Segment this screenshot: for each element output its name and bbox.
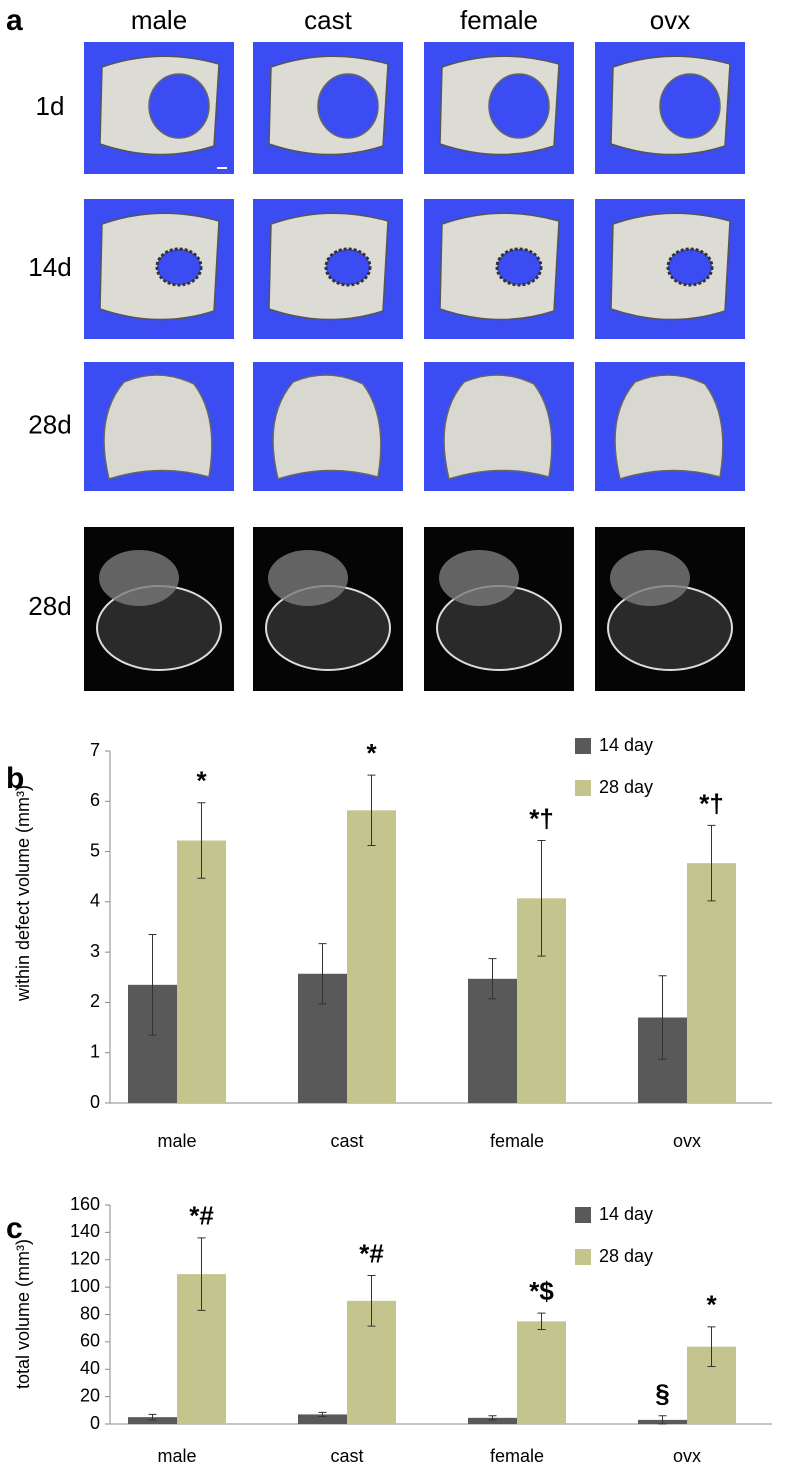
y-tick-label: 2 bbox=[90, 991, 100, 1011]
y-tick-label: 100 bbox=[70, 1276, 100, 1296]
legend-swatch bbox=[575, 1207, 591, 1223]
x-tick-label: cast bbox=[330, 1131, 363, 1151]
y-tick-label: 5 bbox=[90, 840, 100, 860]
annotation: *$ bbox=[529, 1276, 554, 1306]
defect bbox=[659, 73, 721, 139]
y-tick-label: 20 bbox=[80, 1385, 100, 1405]
ct-bone bbox=[610, 550, 690, 606]
legend-label: 14 day bbox=[599, 1204, 653, 1224]
row-label: 28d bbox=[28, 409, 71, 439]
y-tick-label: 1 bbox=[90, 1041, 100, 1061]
bar bbox=[298, 1414, 347, 1424]
legend-label: 28 day bbox=[599, 1246, 653, 1266]
bone bbox=[614, 374, 724, 480]
x-tick-label: female bbox=[490, 1446, 544, 1466]
y-tick-label: 6 bbox=[90, 790, 100, 810]
panel-label: a bbox=[6, 4, 23, 37]
legend-swatch bbox=[575, 780, 591, 796]
defect bbox=[148, 73, 210, 139]
y-tick-label: 120 bbox=[70, 1249, 100, 1269]
y-tick-label: 0 bbox=[90, 1092, 100, 1112]
error-bar bbox=[367, 774, 376, 847]
x-tick-label: ovx bbox=[673, 1446, 701, 1466]
annotation: *† bbox=[699, 788, 724, 818]
error-bar bbox=[537, 1312, 546, 1331]
y-tick-label: 160 bbox=[70, 1194, 100, 1214]
error-bar bbox=[658, 975, 667, 1060]
annotation: * bbox=[366, 738, 377, 768]
y-tick-label: 60 bbox=[80, 1331, 100, 1351]
error-bar bbox=[707, 1326, 716, 1368]
error-bar bbox=[488, 958, 497, 1000]
defect-partial bbox=[495, 247, 543, 287]
y-tick-label: 4 bbox=[90, 891, 100, 911]
ct-bone bbox=[268, 550, 348, 606]
annotation: *# bbox=[189, 1201, 214, 1231]
error-bar bbox=[658, 1415, 667, 1425]
y-tick-label: 140 bbox=[70, 1221, 100, 1241]
annotation: § bbox=[655, 1379, 669, 1409]
legend-swatch bbox=[575, 1249, 591, 1265]
bone bbox=[443, 374, 553, 480]
ct-bone bbox=[99, 550, 179, 606]
annotation: * bbox=[196, 766, 207, 796]
defect-partial bbox=[666, 247, 714, 287]
annotation: * bbox=[706, 1290, 717, 1320]
x-tick-label: cast bbox=[330, 1446, 363, 1466]
x-tick-label: ovx bbox=[673, 1131, 701, 1151]
panel-label: b bbox=[6, 762, 24, 795]
annotation: *# bbox=[359, 1238, 384, 1268]
y-axis-label: within defect volume (mm³) bbox=[13, 785, 33, 1002]
x-tick-label: male bbox=[157, 1446, 196, 1466]
bone bbox=[272, 374, 382, 480]
bar bbox=[128, 1417, 177, 1424]
defect-partial bbox=[155, 247, 203, 287]
annotation: *† bbox=[529, 803, 554, 833]
bar bbox=[177, 840, 226, 1103]
scale-bar bbox=[217, 167, 227, 169]
legend-swatch bbox=[575, 738, 591, 754]
row-label: 14d bbox=[28, 252, 71, 282]
y-tick-label: 0 bbox=[90, 1413, 100, 1433]
error-bar bbox=[197, 802, 206, 879]
y-tick-label: 40 bbox=[80, 1358, 100, 1378]
error-bar bbox=[707, 824, 716, 902]
defect-partial bbox=[324, 247, 372, 287]
error-bar bbox=[488, 1415, 497, 1421]
panel-label: c bbox=[6, 1212, 23, 1245]
legend-label: 14 day bbox=[599, 735, 653, 755]
x-tick-label: female bbox=[490, 1131, 544, 1151]
y-tick-label: 7 bbox=[90, 740, 100, 760]
row-label: 1d bbox=[36, 91, 65, 121]
bar bbox=[347, 810, 396, 1103]
error-bar bbox=[367, 1274, 376, 1327]
error-bar bbox=[197, 1237, 206, 1311]
bar bbox=[468, 1417, 517, 1424]
y-tick-label: 80 bbox=[80, 1303, 100, 1323]
bar bbox=[468, 978, 517, 1103]
y-axis-label: total volume (mm³) bbox=[13, 1239, 33, 1389]
ct-bone bbox=[439, 550, 519, 606]
error-bar bbox=[148, 1413, 157, 1421]
bone bbox=[103, 374, 213, 480]
error-bar bbox=[318, 943, 327, 1005]
defect bbox=[488, 73, 550, 139]
y-tick-label: 3 bbox=[90, 941, 100, 961]
error-bar bbox=[148, 934, 157, 1036]
bar bbox=[687, 863, 736, 1103]
column-label: ovx bbox=[650, 5, 690, 35]
column-label: male bbox=[131, 5, 187, 35]
legend-label: 28 day bbox=[599, 777, 653, 797]
row-label: 28d bbox=[28, 591, 71, 621]
column-label: cast bbox=[304, 5, 352, 35]
error-bar bbox=[318, 1411, 327, 1417]
error-bar bbox=[537, 840, 546, 957]
x-tick-label: male bbox=[157, 1131, 196, 1151]
bar bbox=[517, 1321, 566, 1424]
defect bbox=[317, 73, 379, 139]
column-label: female bbox=[460, 5, 538, 35]
